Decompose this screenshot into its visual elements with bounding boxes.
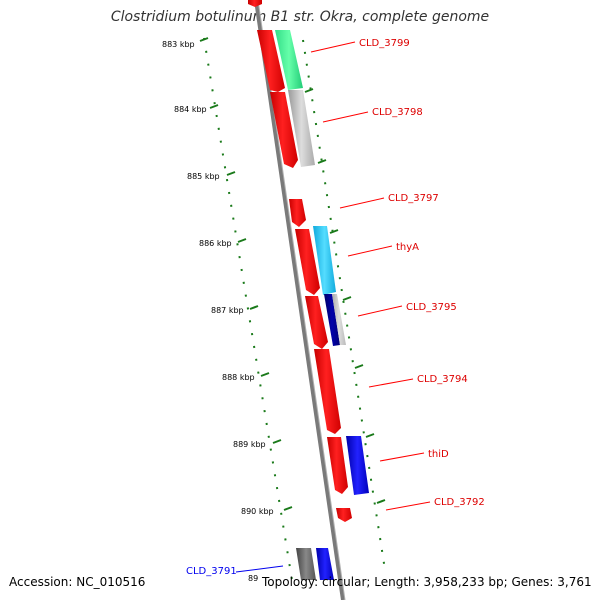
gene-arrow[interactable] [314,349,341,434]
gene-label-cld3797[interactable]: CLD_3797 [388,193,439,204]
gene-arrow[interactable] [305,296,328,349]
gene-label-cld3791[interactable]: CLD_3791 [186,566,237,577]
gene-arrow[interactable] [295,229,320,295]
gene-arrow[interactable] [332,294,346,345]
scale-dotted-line-left [203,37,293,581]
topology-text: Topology: circular; Length: 3,958,233 bp… [262,575,592,589]
gene-label-cld3794[interactable]: CLD_3794 [417,374,468,385]
inner-gene-track [248,0,352,580]
gene-label-thid[interactable]: thiD [428,449,449,460]
gene-arrow[interactable] [275,30,303,90]
genome-backbone [254,0,345,600]
callout-lines [235,41,431,573]
gene-arrow[interactable] [324,294,340,346]
gene-label-thya[interactable]: thyA [396,242,419,253]
gene-arrow[interactable] [270,92,298,168]
outer-gene-track [275,30,369,580]
kbp-label-888: 888 kbp [222,373,255,382]
kbp-ticks [199,37,386,511]
gene-arrow[interactable] [346,436,369,495]
gene-arrow[interactable] [248,0,262,7]
gene-arrow[interactable] [316,548,334,580]
kbp-label-886: 886 kbp [199,239,232,248]
gene-arrow[interactable] [336,508,352,522]
gene-arrow[interactable] [313,226,336,295]
accession-text: Accession: NC_010516 [9,575,146,589]
gene-label-cld3792[interactable]: CLD_3792 [434,497,485,508]
gene-arrow[interactable] [289,199,306,227]
kbp-label-884: 884 kbp [174,105,207,114]
kbp-label-883: 883 kbp [162,40,195,49]
gene-arrow[interactable] [257,30,285,92]
gene-arrow[interactable] [288,90,315,167]
gene-arrow[interactable] [327,437,348,494]
gene-label-cld3799[interactable]: CLD_3799 [359,38,410,49]
kbp-label-887: 887 kbp [211,306,244,315]
map-title: Clostridium botulinum B1 str. Okra, comp… [110,9,490,25]
kbp-label-890: 890 kbp [241,507,274,516]
kbp-label-889: 889 kbp [233,440,266,449]
gene-label-cld3795[interactable]: CLD_3795 [406,302,457,313]
kbp-label-891: 89 [248,574,258,583]
kbp-label-885: 885 kbp [187,172,220,181]
gene-label-cld3798[interactable]: CLD_3798 [372,107,423,118]
gene-arrow[interactable] [296,548,316,580]
